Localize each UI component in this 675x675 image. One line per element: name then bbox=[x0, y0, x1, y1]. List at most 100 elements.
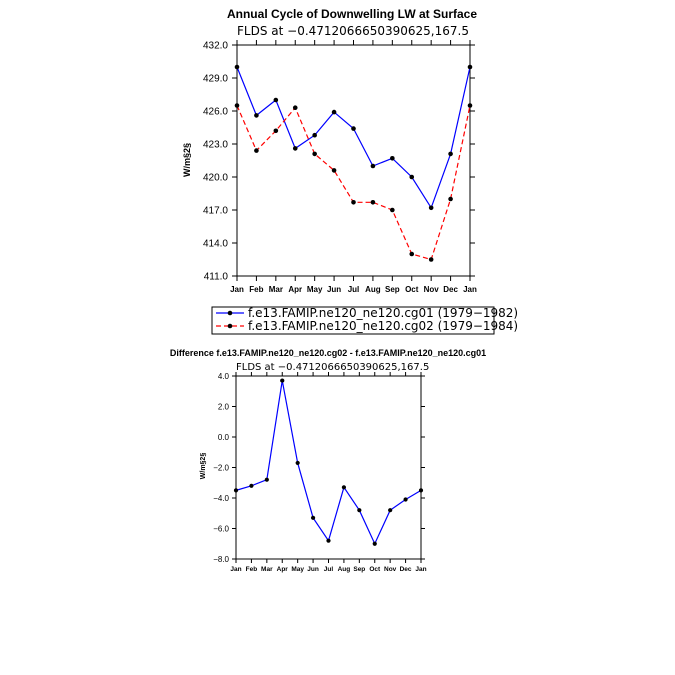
main-series-0-point bbox=[292, 146, 298, 151]
legend-marker-cg02 bbox=[227, 323, 233, 329]
main-chart-frame: 411.0 414.0 417.0 420.0 423.0 426.0 429.0 432.0… bbox=[203, 40, 477, 294]
diff-ytick-label: −6.0 bbox=[213, 524, 229, 533]
main-xtick-label: Mar bbox=[269, 285, 283, 294]
difference-chart: Difference f.e13.FAMIP.ne120_ne120.cg02 … bbox=[170, 348, 486, 573]
main-ytick-label: 411.0 bbox=[204, 272, 229, 283]
main-ytick-label: 426.0 bbox=[203, 107, 228, 118]
diff-xtick-label: Jul bbox=[324, 566, 334, 573]
main-xtick-label: Jan bbox=[230, 285, 244, 294]
diff-series-line-0 bbox=[235, 380, 422, 546]
diff-xtick-label: Aug bbox=[338, 566, 351, 573]
diff-series-0-point bbox=[295, 460, 300, 466]
main-series-1-point bbox=[331, 168, 337, 173]
main-xtick-label: Dec bbox=[443, 285, 458, 294]
diff-ytick-label: −8.0 bbox=[213, 555, 229, 564]
main-series-0-point bbox=[409, 174, 415, 180]
main-series-1-point bbox=[234, 103, 240, 108]
main-ytick-label: 420.0 bbox=[203, 173, 228, 184]
main-series-0-point bbox=[351, 126, 356, 131]
diff-xtick-label: Sep bbox=[353, 566, 365, 573]
diff-xtick-label: Nov bbox=[384, 566, 397, 573]
main-chart-title: Annual Cycle of Downwelling LW at Surfac… bbox=[227, 7, 477, 21]
main-series-0-point bbox=[467, 64, 473, 70]
main-series-1-point bbox=[409, 251, 415, 257]
main-xtick-label: Aug bbox=[365, 285, 381, 294]
difference-chart-title: Difference f.e13.FAMIP.ne120_ne120.cg02 … bbox=[170, 348, 486, 358]
diff-xtick-label: Jun bbox=[307, 566, 319, 573]
difference-chart-subtitle: FLDS at −0.4712066650390625,167.5 bbox=[236, 362, 429, 373]
main-series-1-point bbox=[390, 207, 395, 213]
main-series-0-point bbox=[370, 163, 376, 169]
diff-ytick-label: −4.0 bbox=[213, 494, 229, 503]
diff-series-0-point bbox=[341, 485, 347, 490]
main-xtick-label: Jul bbox=[348, 285, 360, 294]
main-plot-frame bbox=[236, 44, 471, 277]
main-series-0-point bbox=[234, 64, 240, 70]
diff-series-0-point bbox=[249, 483, 254, 488]
legend-marker-cg01 bbox=[227, 310, 233, 316]
diff-xtick-label: Feb bbox=[246, 566, 258, 573]
main-ytick-label: 414.0 bbox=[203, 239, 228, 250]
main-ytick-label: 432.0 bbox=[203, 41, 228, 52]
main-chart-marks bbox=[234, 64, 473, 262]
main-series-1-point bbox=[273, 128, 279, 134]
diff-series-0-point bbox=[403, 497, 408, 502]
main-ytick-label: 429.0 bbox=[203, 74, 228, 85]
main-series-1-point bbox=[370, 200, 376, 205]
diff-xtick-label: Jan bbox=[415, 566, 426, 573]
diff-xtick-label: May bbox=[291, 566, 304, 573]
legend-box bbox=[211, 306, 495, 335]
main-series-0-point bbox=[428, 205, 434, 211]
main-ytick-label: 423.0 bbox=[203, 140, 228, 151]
difference-chart-ylabel: W/m§2§ bbox=[200, 453, 207, 480]
main-series-0-point bbox=[448, 151, 453, 157]
diff-plot-frame bbox=[235, 375, 422, 560]
main-xtick-label: Jan bbox=[463, 285, 477, 294]
diff-series-0-point bbox=[357, 508, 362, 513]
main-xtick-label: May bbox=[307, 285, 323, 294]
main-ytick-label: 417.0 bbox=[203, 206, 228, 217]
diff-series-0-point bbox=[372, 541, 377, 546]
main-xtick-label: Oct bbox=[405, 285, 419, 294]
main-chart-ylabel: W/m§2§ bbox=[182, 143, 192, 177]
main-chart-subtitle: FLDS at −0.4712066650390625,167.5 bbox=[237, 24, 469, 38]
diff-xtick-label: Oct bbox=[369, 566, 381, 573]
main-series-1-point bbox=[292, 105, 298, 110]
main-series-line-0 bbox=[236, 66, 471, 210]
main-series-1-point bbox=[351, 200, 356, 205]
main-series-0-point bbox=[254, 113, 259, 118]
diff-series-0-point bbox=[310, 515, 316, 520]
main-series-0-point bbox=[390, 156, 395, 161]
difference-chart-frame: −8.0 −6.0 −4.0 −2.0 0.0 2.0 4.0 Jan Feb Mar Apr May… bbox=[213, 372, 426, 573]
diff-xtick-label: Mar bbox=[261, 566, 273, 573]
main-series-0-point bbox=[331, 109, 337, 115]
difference-chart-marks bbox=[233, 378, 424, 546]
diff-xtick-label: Jan bbox=[230, 566, 241, 573]
main-xtick-label: Nov bbox=[424, 285, 440, 294]
diff-series-0-point bbox=[233, 488, 239, 493]
diff-series-0-point bbox=[280, 378, 285, 383]
main-series-1-point bbox=[428, 257, 434, 262]
main-xtick-label: Jun bbox=[327, 285, 341, 294]
main-series-1-point bbox=[448, 196, 453, 202]
main-xtick-label: Apr bbox=[288, 285, 302, 294]
diff-xtick-label: Dec bbox=[400, 566, 412, 573]
diff-series-0-point bbox=[418, 488, 424, 493]
main-series-1-point bbox=[467, 103, 473, 108]
diff-series-0-point bbox=[326, 538, 331, 543]
main-series-0-point bbox=[273, 97, 279, 103]
main-chart: Annual Cycle of Downwelling LW at Surfac… bbox=[182, 7, 518, 335]
diff-ytick-label: 0.0 bbox=[218, 433, 230, 442]
main-xtick-label: Sep bbox=[385, 285, 400, 294]
main-chart-legend: f.e13.FAMIP.ne120_ne120.cg01 (1979−1982)… bbox=[211, 306, 518, 335]
main-series-1-point bbox=[312, 151, 317, 157]
diff-series-0-point bbox=[388, 508, 393, 513]
main-series-0-point bbox=[312, 132, 317, 138]
main-series-1-point bbox=[254, 148, 259, 153]
diff-xtick-label: Apr bbox=[277, 566, 289, 573]
diff-series-0-point bbox=[264, 477, 269, 482]
diff-ytick-label: −2.0 bbox=[213, 463, 229, 472]
legend-label-cg02: f.e13.FAMIP.ne120_ne120.cg02 (1979−1984) bbox=[248, 319, 518, 333]
main-xtick-label: Feb bbox=[249, 285, 263, 294]
